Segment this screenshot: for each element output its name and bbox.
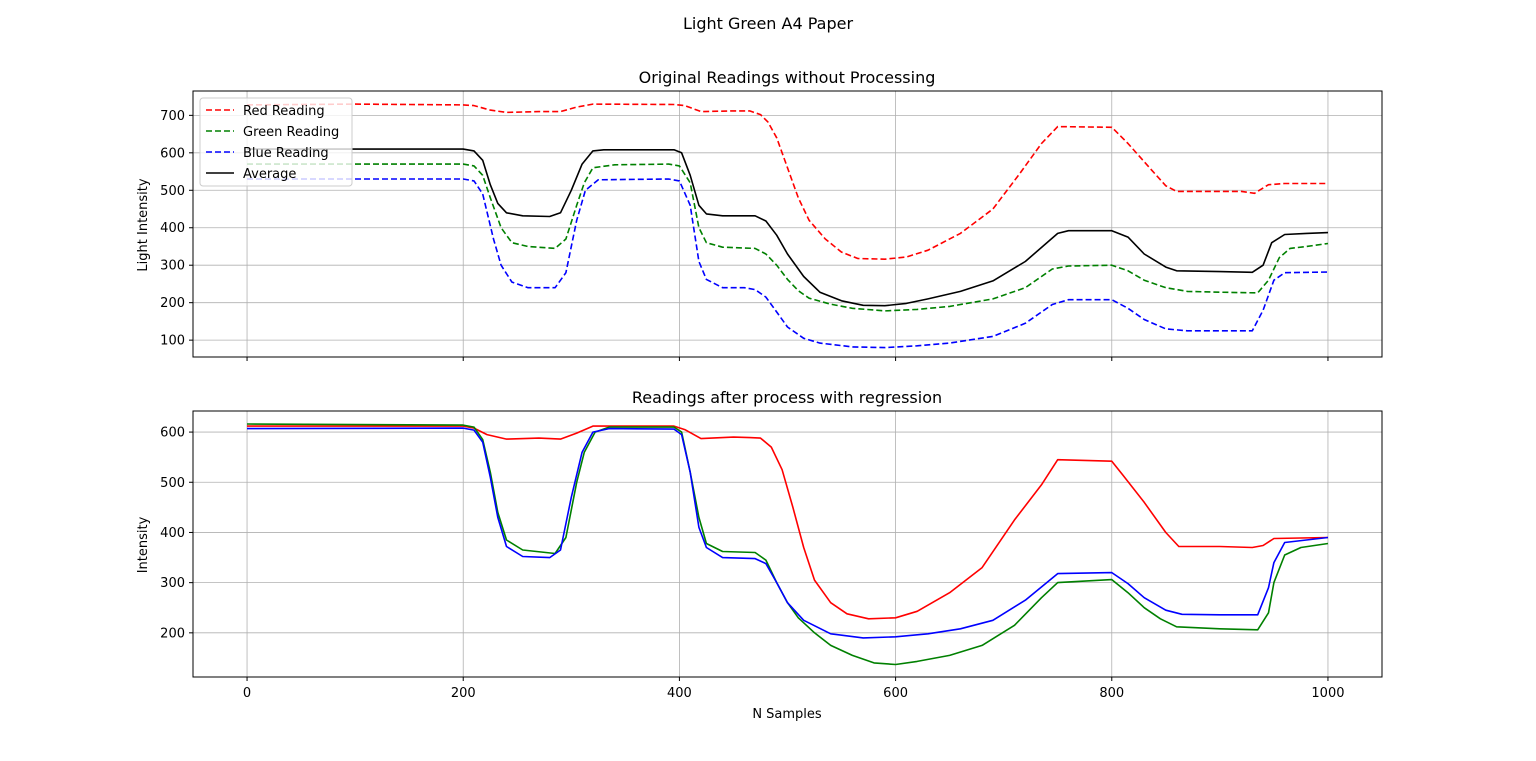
top-chart-series-line-1 [247, 163, 1329, 312]
bottom-chart-ytick-label: 200 [160, 626, 185, 641]
bottom-chart-xlabel: N Samples [752, 707, 822, 722]
bottom-chart-series [246, 423, 1329, 666]
top-chart-ytick-label: 600 [160, 146, 185, 161]
top-chart-series [246, 103, 1329, 349]
legend-label: Green Reading [243, 125, 339, 140]
top-chart-ylabel: Light Intensity [136, 178, 151, 271]
top-chart-panel: Original Readings without Processing Lig… [136, 68, 1383, 361]
top-chart-ytick-label: 300 [160, 259, 185, 274]
bottom-chart-xtick-label: 1000 [1311, 686, 1344, 701]
legend-label: Blue Reading [243, 146, 329, 161]
bottom-chart-series-line-2 [246, 427, 1329, 639]
bottom-chart-xtick-label: 800 [1099, 686, 1124, 701]
top-chart-ytick-label: 400 [160, 221, 185, 236]
top-chart-grid [193, 91, 1382, 357]
figure-title: Light Green A4 Paper [683, 14, 854, 33]
bottom-chart-ytick-label: 500 [160, 476, 185, 491]
bottom-chart-ytick-label: 400 [160, 526, 185, 541]
bottom-chart-xtick-label: 200 [451, 686, 476, 701]
top-chart-ytick-label: 100 [160, 334, 185, 349]
bottom-chart-grid [193, 411, 1382, 677]
bottom-chart-xtick-label: 600 [883, 686, 908, 701]
bottom-chart-frame [192, 410, 1383, 678]
bottom-chart-series-line-0 [247, 425, 1329, 620]
bottom-chart-title: Readings after process with regression [632, 388, 942, 407]
top-chart-frame [192, 90, 1383, 358]
top-chart-legend: Red Reading Green Reading Blue Reading Aver… [199, 97, 353, 187]
bottom-chart-panel: Readings after process with regression I… [136, 388, 1383, 722]
bottom-chart-xtick-label: 400 [667, 686, 692, 701]
top-chart-series-line-3 [247, 148, 1329, 307]
top-chart-ticks: 100 200 300 400 500 600 700 [160, 109, 1329, 361]
top-chart-ytick-label: 700 [160, 109, 185, 124]
bottom-chart-ticks: 0 200 400 600 800 1000 200 300 400 500 600 [160, 426, 1344, 701]
legend-label: Red Reading [243, 104, 325, 119]
top-chart-ytick-label: 200 [160, 296, 185, 311]
legend-box [199, 97, 353, 187]
bottom-chart-ytick-label: 600 [160, 426, 185, 441]
top-chart-ytick-label: 500 [160, 184, 185, 199]
top-chart-series-line-0 [246, 103, 1328, 260]
top-chart-title: Original Readings without Processing [639, 68, 936, 87]
top-chart-series-line-2 [247, 178, 1329, 349]
bottom-chart-series-line-1 [246, 423, 1329, 666]
legend-label: Average [243, 167, 296, 182]
bottom-chart-xtick-label: 0 [243, 686, 251, 701]
bottom-chart-ytick-label: 300 [160, 576, 185, 591]
bottom-chart-ylabel: Intensity [136, 516, 151, 573]
